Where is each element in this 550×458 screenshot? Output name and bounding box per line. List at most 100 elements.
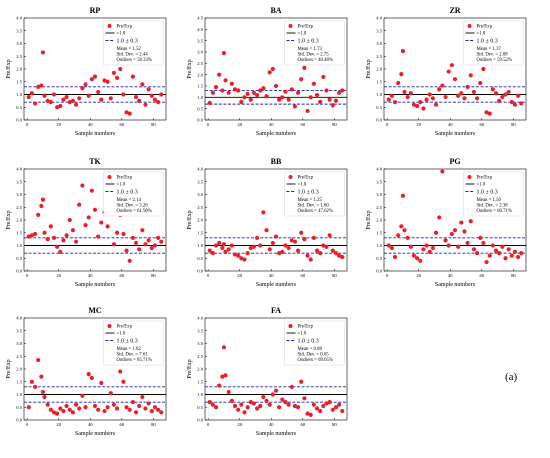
- data-point: [452, 77, 458, 82]
- x-tick-label: 60: [301, 422, 306, 427]
- data-point: [392, 100, 398, 105]
- x-tick-label: 80: [511, 273, 516, 278]
- data-point: [299, 230, 304, 235]
- y-tick-label: 0.0: [16, 269, 22, 274]
- y-tick-label: 2.5: [197, 354, 203, 359]
- data-point: [490, 87, 495, 92]
- data-point: [229, 243, 234, 248]
- data-point: [242, 257, 247, 262]
- y-tick-label: 1.5: [197, 379, 203, 384]
- data-point: [89, 188, 94, 193]
- data-point: [220, 374, 225, 379]
- data-point: [207, 100, 212, 106]
- panel-rp: RP 0.0 0.5 1.0 1.5 2.0 2.5 3.0 3.5 4.0 0 20 40 60 80 Sa…: [6, 6, 167, 137]
- data-point: [308, 412, 313, 417]
- panel-title: PG: [449, 157, 460, 166]
- legend-point-swatch: [288, 175, 293, 179]
- data-point: [261, 394, 266, 400]
- legend-stat-outliers: Outliers = 61.90%: [117, 209, 152, 214]
- data-point: [70, 98, 76, 103]
- x-tick-label: 20: [237, 422, 242, 427]
- data-point: [61, 97, 66, 102]
- data-point: [283, 89, 288, 94]
- data-point: [280, 249, 285, 254]
- data-point: [159, 92, 164, 97]
- data-point: [430, 96, 436, 101]
- data-point: [258, 403, 263, 409]
- x-tick-label: 60: [480, 122, 485, 127]
- panel-title: ZR: [449, 6, 460, 15]
- data-point: [127, 258, 132, 263]
- data-point: [149, 93, 154, 98]
- data-point: [58, 406, 63, 411]
- data-point: [140, 228, 145, 233]
- data-point: [295, 248, 301, 253]
- x-tick-label: 20: [416, 273, 421, 278]
- x-tick-label: 20: [416, 122, 421, 127]
- data-point: [280, 397, 285, 402]
- x-tick-label: 80: [151, 122, 156, 127]
- data-point: [443, 94, 448, 100]
- data-point: [258, 243, 263, 248]
- legend-label: =1.0: [117, 332, 126, 337]
- data-point: [96, 407, 101, 412]
- legend-stat-mean: Mean = 1.82: [117, 347, 142, 352]
- legend-stat-mean: Mean = 1.37: [477, 47, 502, 52]
- data-point: [220, 245, 225, 251]
- data-point: [462, 96, 467, 101]
- y-tick-label: 2.0: [197, 367, 203, 372]
- data-point: [337, 402, 342, 407]
- y-tick-label: 3.0: [16, 192, 22, 197]
- data-point: [221, 242, 227, 247]
- data-point: [509, 100, 514, 105]
- panel-ba: BA 0.0 0.5 1.0 1.5 2.0 2.5 3.0 3.5 4.0 4.5 0 20 40 60 8…: [187, 6, 348, 137]
- y-tick-label: 0.0: [376, 269, 382, 274]
- y-tick-label: 1.0: [197, 95, 203, 100]
- data-point: [32, 231, 38, 237]
- x-tick-label: 80: [332, 422, 337, 427]
- legend-label: Pre/Exp: [117, 25, 133, 30]
- data-point: [277, 405, 282, 410]
- data-point: [459, 91, 464, 96]
- data-point: [48, 224, 53, 229]
- data-point: [67, 100, 72, 105]
- data-point: [430, 245, 436, 251]
- data-point: [77, 202, 82, 207]
- data-point: [130, 235, 135, 240]
- y-tick-label: 0.5: [197, 256, 203, 261]
- data-point: [207, 400, 212, 405]
- data-point: [108, 96, 113, 101]
- data-point: [248, 97, 253, 102]
- data-point: [143, 102, 148, 107]
- data-point: [96, 234, 101, 239]
- data-point: [130, 74, 135, 79]
- y-tick-label: 4.0: [16, 316, 22, 321]
- legend-label: Pre/Exp: [298, 176, 314, 181]
- data-point: [210, 90, 215, 95]
- data-point: [143, 406, 148, 411]
- data-point: [118, 369, 123, 374]
- data-point: [490, 243, 495, 248]
- legend-box: [103, 20, 164, 66]
- data-point: [220, 88, 225, 93]
- data-point: [254, 406, 260, 411]
- data-point: [311, 402, 316, 407]
- y-tick-label: 0.5: [197, 106, 203, 111]
- data-point: [152, 243, 158, 248]
- data-point: [137, 247, 142, 252]
- data-point: [421, 247, 426, 252]
- data-point: [478, 235, 483, 240]
- data-point: [156, 100, 161, 105]
- data-point: [210, 251, 215, 256]
- panel-pg: PG 0.0 0.5 1.0 1.5 2.0 2.5 3.0 3.5 4.0 0 20 40 60 80 Sa…: [366, 157, 527, 288]
- x-tick-label: 40: [448, 122, 453, 127]
- data-point: [245, 251, 250, 256]
- data-point: [146, 238, 151, 243]
- data-point: [273, 83, 279, 89]
- data-point: [254, 235, 260, 240]
- data-point: [32, 101, 38, 106]
- data-point: [484, 259, 489, 265]
- y-tick-label: 3.5: [16, 179, 22, 184]
- data-point: [302, 396, 307, 401]
- y-axis-label: Pre/Exp: [366, 210, 372, 229]
